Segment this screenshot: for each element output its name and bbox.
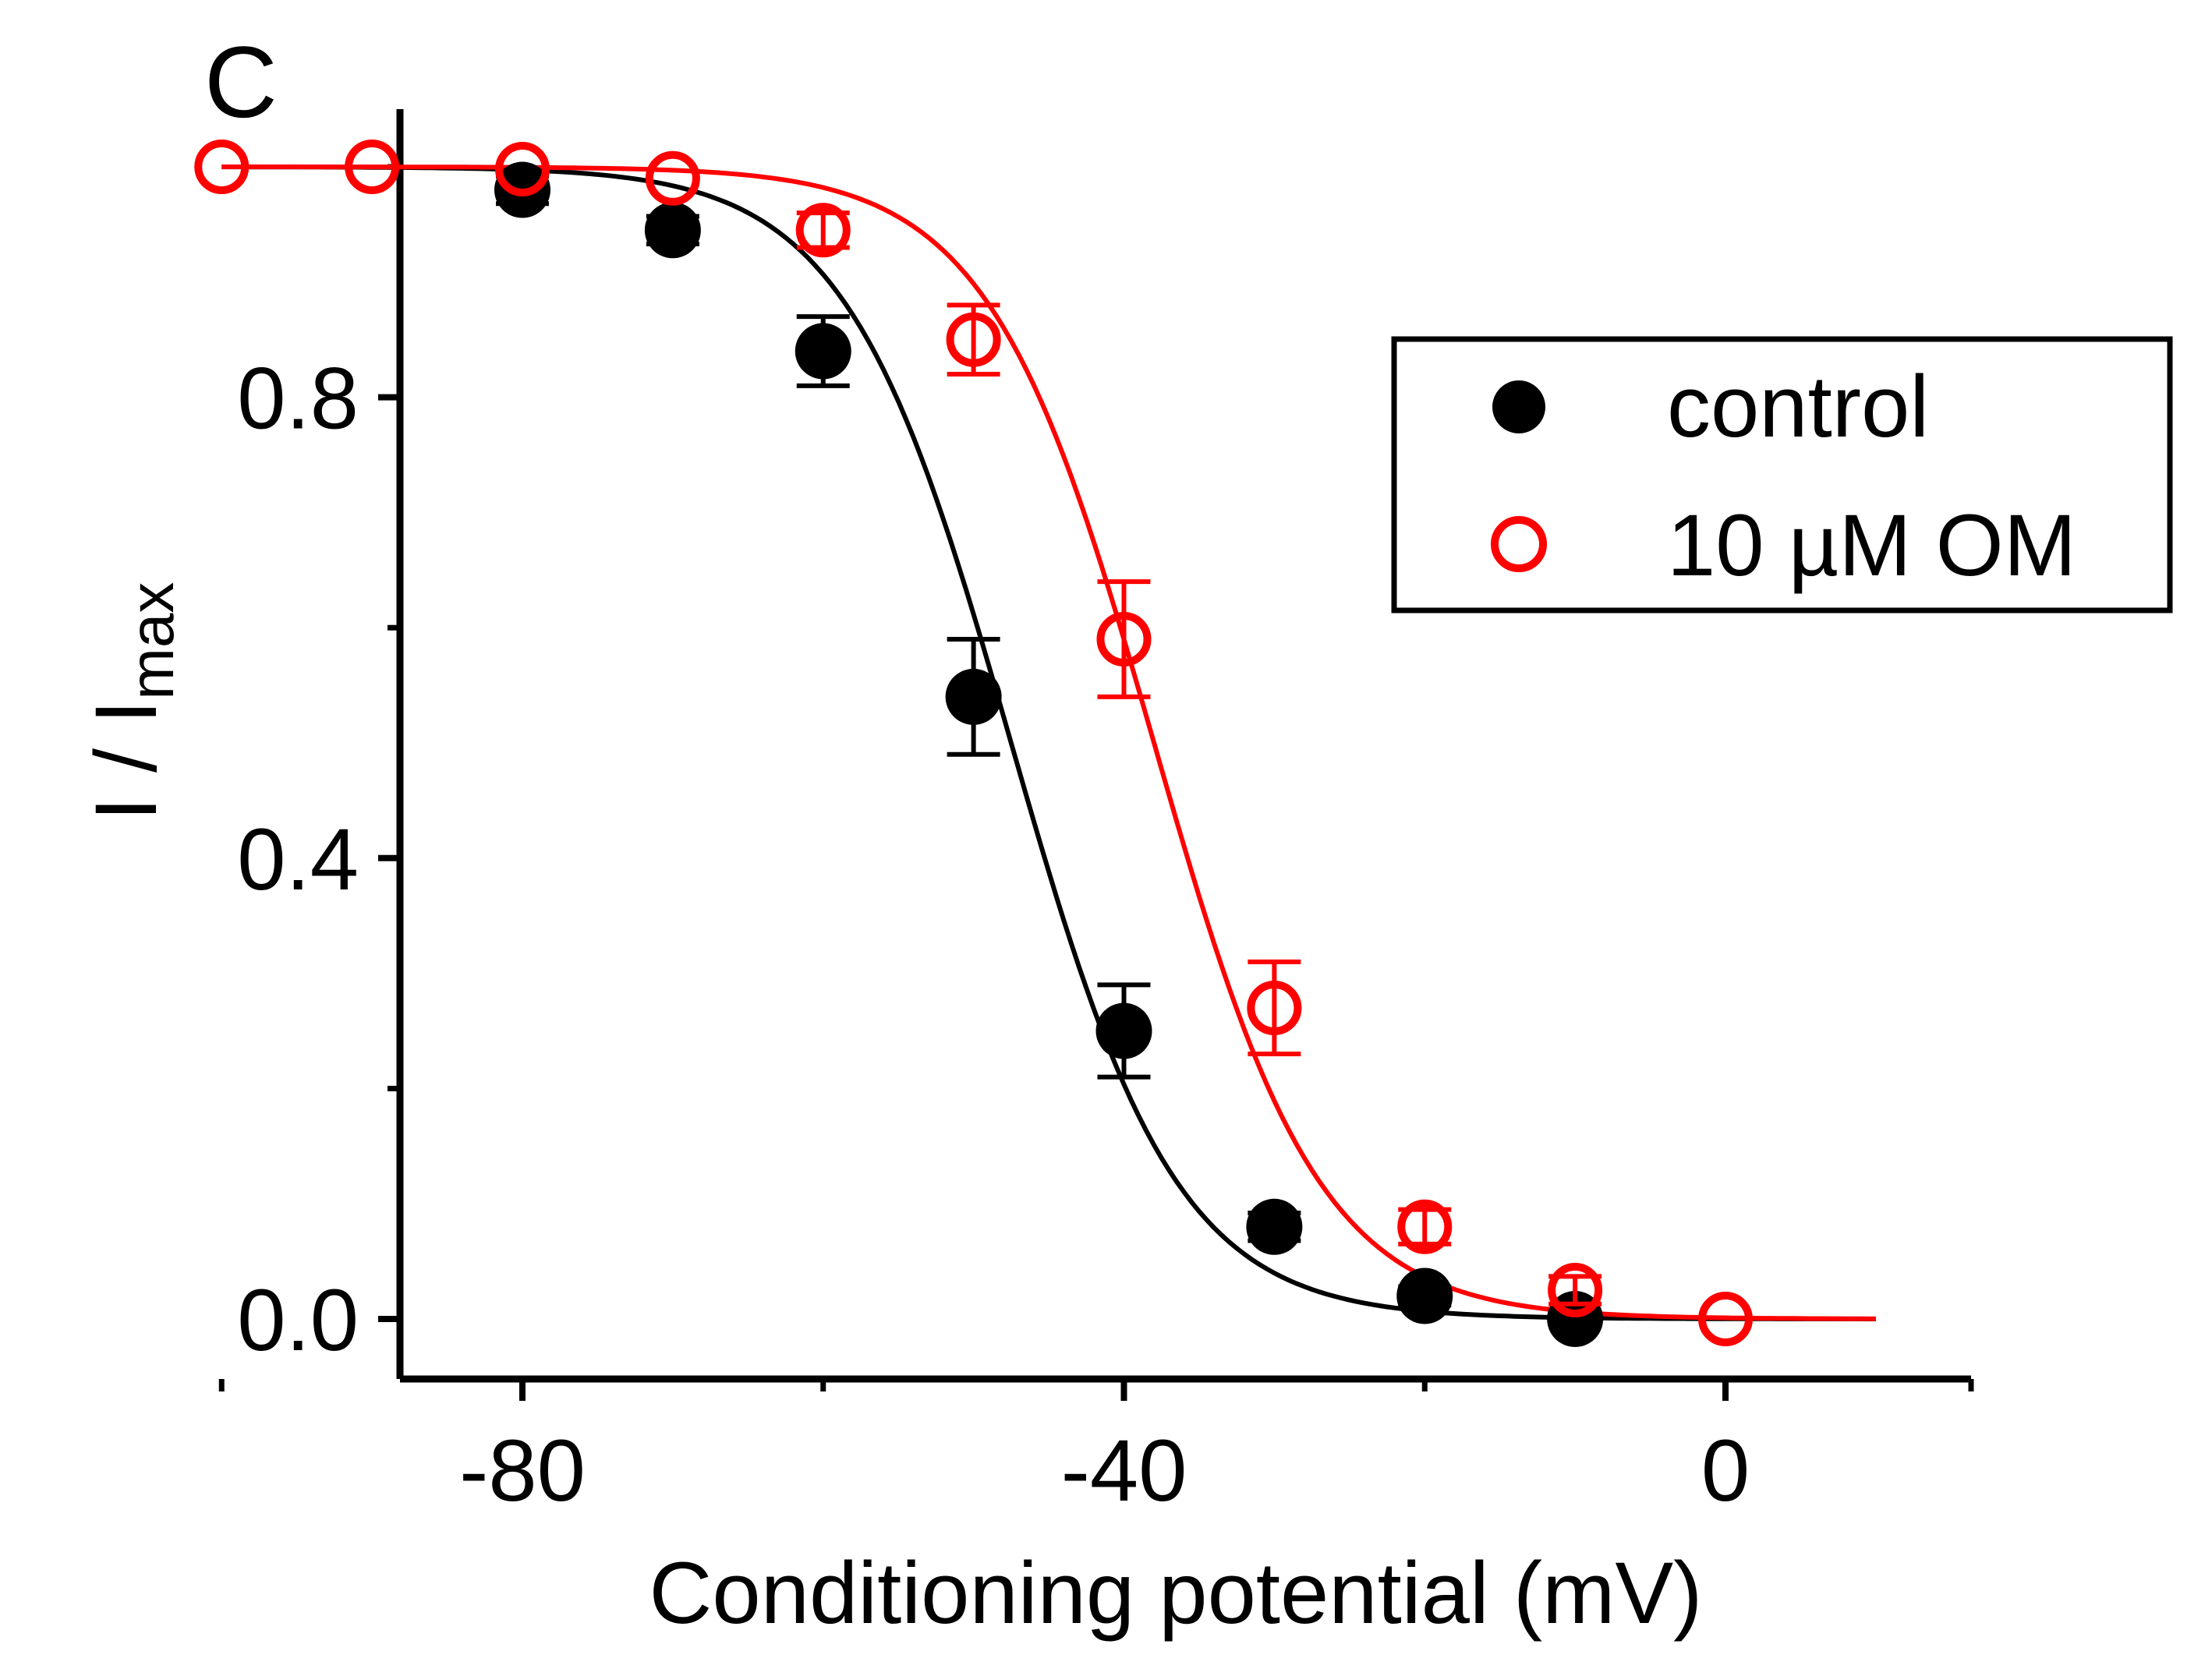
legend-control-label: control [1667, 358, 1929, 455]
data-point-control [644, 202, 701, 259]
svg-text:I / Imax: I / Imax [77, 582, 186, 822]
data-point-om [1397, 1199, 1453, 1254]
y-axis-title-subscript: max [117, 582, 186, 700]
legend-om-label: 10 µM OM [1667, 497, 2076, 594]
data-point-om [946, 312, 1001, 367]
data-point-control [1396, 1268, 1453, 1324]
x-tick-label: 0 [1701, 1422, 1750, 1519]
data-point-control [795, 323, 851, 380]
y-tick-label: 0.0 [237, 1271, 359, 1369]
y-tick-label: 0.8 [237, 350, 359, 447]
data-point-om [194, 140, 250, 194]
y-tick-label: 0.4 [237, 811, 359, 908]
data-point-om [1096, 611, 1152, 667]
data-point-control [1246, 1198, 1303, 1255]
data-point-om [1247, 980, 1302, 1035]
data-point-om [1698, 1292, 1753, 1346]
x-tick-label: -40 [1061, 1422, 1187, 1519]
axes [396, 109, 1971, 1383]
y-axis-title-main: I / I [77, 700, 175, 822]
data-point-control [1095, 1002, 1152, 1059]
y-axis-title: I / Imax [77, 582, 186, 822]
panel-label: C [204, 25, 278, 139]
data-point-om [1548, 1263, 1603, 1318]
data-point-om [645, 150, 700, 206]
data-point-om [495, 141, 550, 196]
data-points [194, 140, 1753, 1347]
legend-om-marker [1491, 516, 1547, 572]
legend-control-marker [1492, 380, 1545, 433]
legend: control 10 µM OM [1391, 336, 2173, 613]
x-axis-title: Conditioning potential (mV) [649, 1544, 1703, 1642]
data-point-om [345, 140, 400, 194]
axis-ticks: -80 -40 0 0.0 0.4 0.8 [218, 164, 1974, 1519]
x-tick-label: -80 [459, 1422, 586, 1519]
data-point-om [795, 203, 851, 258]
data-point-control [945, 668, 1002, 725]
